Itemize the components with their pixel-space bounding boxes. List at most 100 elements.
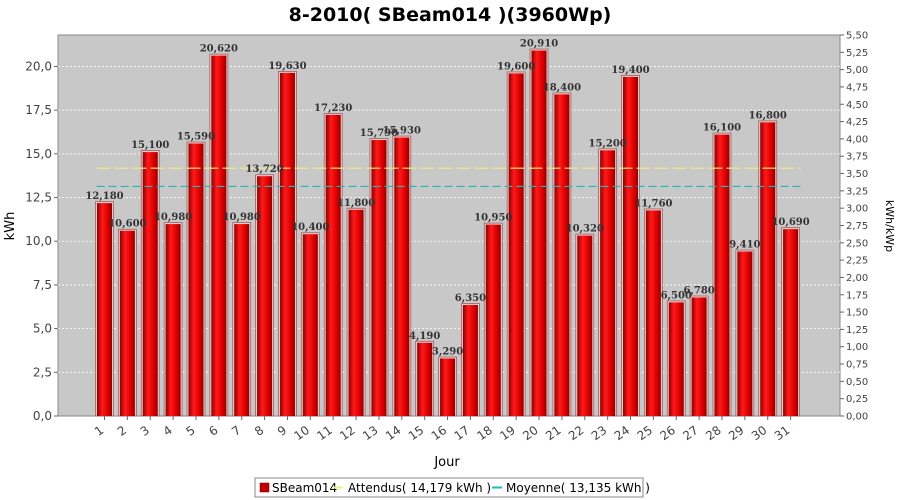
data-label: 12,180 [85,191,123,202]
x-tick-label: 4 [161,423,175,439]
data-label: 10,690 [771,217,809,228]
bar [325,114,341,417]
x-tick-label: 28 [703,423,724,443]
y-tick-label: 0,0 [33,409,52,423]
data-label: 10,950 [474,213,512,224]
data-label: 16,800 [749,110,787,121]
x-tick-label: 23 [589,423,610,443]
data-label: 19,400 [611,65,649,76]
data-label: 20,620 [200,44,238,55]
legend: SBeam014 Attendus( 14,179 kWh ) Moyenne(… [254,477,650,498]
bar [600,150,616,416]
x-tick-label: 2 [115,423,129,439]
data-label: 19,630 [268,61,306,72]
bar [188,143,204,416]
data-label: 20,910 [520,39,558,50]
data-label: 15,790 [360,128,398,139]
x-tick-label: 9 [275,423,289,439]
x-tick-label: 1 [92,423,106,439]
x-tick-label: 29 [726,423,747,443]
bar [97,203,112,416]
reference-lines [96,167,801,188]
x-tick-label: 15 [406,423,427,443]
y-right-tick-label: 4,75 [846,82,868,93]
y-axis-title-left: kWh [3,212,18,241]
x-tick-label: 30 [749,423,770,443]
bar [257,176,273,416]
data-label: 11,800 [337,198,375,209]
y-right-tick-label: 3,75 [846,152,868,163]
x-tick-label: 17 [452,423,473,443]
data-label: 4,190 [409,331,440,342]
data-label: 3,290 [432,347,463,358]
y-right-tick-label: 3,00 [846,204,868,215]
data-label: 10,320 [566,224,604,235]
x-tick-label: 8 [252,423,266,439]
bar [165,224,181,416]
y-right-tick-label: 2,00 [846,273,868,284]
y-tick-label: 2,5 [33,365,52,379]
x-tick-label: 20 [520,423,541,443]
x-tick-label: 26 [657,423,678,443]
bar [142,152,158,417]
x-tick-label: 7 [229,423,243,439]
x-tick-label: 12 [337,423,358,443]
bar [691,297,707,416]
y-right-tick-label: 2,75 [846,221,868,232]
x-tick-label: 6 [206,423,220,439]
bar [668,302,684,416]
x-axis-title: Jour [433,455,460,470]
bar [623,76,639,417]
data-label: 13,720 [245,164,283,175]
bar [394,137,410,416]
x-tick-label: 19 [497,423,518,443]
data-label: 15,590 [177,132,215,143]
bar [737,251,753,416]
bar [462,305,478,416]
y-right-tick-label: 4,25 [846,117,868,128]
y-right-tick-label: 0,50 [846,377,868,388]
y-right-tick-label: 1,25 [846,325,868,336]
x-tick-label: 13 [360,423,381,443]
y-right-tick-label: 5,50 [846,31,868,42]
data-label: 6,500 [661,290,692,301]
y-right-tick-label: 3,50 [846,169,868,180]
bar [485,224,501,416]
x-tick-label: 22 [566,423,587,443]
bar [783,229,799,416]
y-right-tick-label: 0,75 [846,360,868,371]
bars [95,48,800,417]
y-tick-label: 5,0 [33,322,52,336]
bar [554,94,570,416]
legend-label-attendus: Attendus( 14,179 kWh ) [348,481,491,495]
data-label: 10,400 [291,222,329,233]
x-tick-label: 16 [429,423,450,443]
bar [440,358,456,416]
legend-swatch-sbeam014 [259,482,270,493]
y-right-tick-label: 5,25 [846,48,868,59]
y-tick-label: 17,5 [25,103,52,117]
chart-title: 8-2010( SBeam014 )(3960Wp) [289,4,612,26]
y-tick-label: 12,5 [25,191,52,205]
y-axis-left: 0,0 2,5 5,0 7,5 10,0 12,5 15,0 17,5 20,0 [25,59,58,423]
bar [119,230,135,416]
x-tick-label: 11 [314,423,335,443]
bar [371,140,387,416]
y-right-tick-label: 3,25 [846,186,868,197]
data-label: 6,780 [683,286,714,297]
x-tick-label: 21 [543,423,564,443]
data-label: 9,410 [729,240,760,251]
bar [417,342,433,416]
y-tick-label: 10,0 [25,234,52,248]
bar [531,50,547,416]
x-tick-label: 27 [680,423,701,443]
x-tick-label: 18 [474,423,495,443]
bar [577,235,593,416]
data-label: 10,980 [223,212,261,223]
x-tick-label: 3 [138,423,152,439]
legend-label-moyenne: Moyenne( 13,135 kWh ) [506,481,650,495]
data-label: 11,760 [634,198,672,209]
x-tick-label: 24 [612,423,633,443]
bar [508,73,524,417]
y-axis-right: 0,00 0,25 0,50 0,75 1,00 1,25 1,50 1,75 2,00 2,25… [840,31,868,423]
